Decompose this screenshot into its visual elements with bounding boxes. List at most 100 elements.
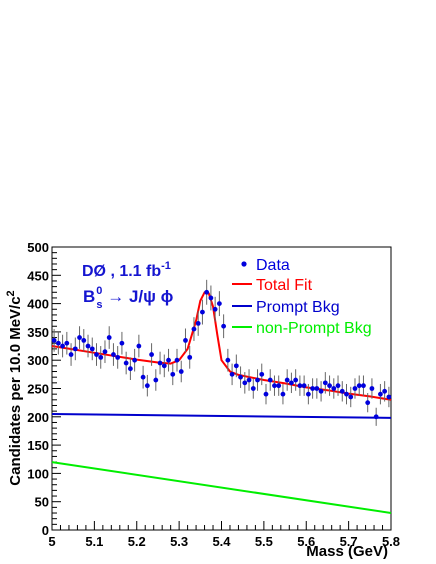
data-point <box>365 400 371 406</box>
data-point <box>68 352 74 357</box>
data-point <box>123 360 129 366</box>
data-point <box>115 354 121 360</box>
y-axis-title-sup: 2 <box>5 290 17 296</box>
x-tick-label: 5.5 <box>255 534 273 549</box>
data-point <box>335 383 341 389</box>
data-point <box>178 369 184 374</box>
data-point <box>238 374 243 380</box>
experiment-label: DØ , 1.1 fb-1 <box>82 260 171 280</box>
legend: Data Total Fit Prompt Bkg non-Prompt Bkg <box>232 257 372 337</box>
data-point <box>127 366 133 372</box>
x-tick-label: 5.3 <box>170 534 188 549</box>
data-point <box>200 309 205 315</box>
data-point <box>166 357 171 363</box>
data-point <box>60 343 65 349</box>
y-tick-label: 400 <box>27 297 49 312</box>
data-point <box>229 371 235 377</box>
data-point <box>272 383 277 389</box>
data-point <box>102 349 108 355</box>
data-point <box>233 363 239 369</box>
decay-label: B0 s → J/ψ ϕ <box>83 285 174 311</box>
data-point <box>111 352 116 357</box>
data-point <box>157 360 163 366</box>
data-point <box>361 383 366 389</box>
data-point <box>242 380 248 386</box>
data-point <box>246 377 252 383</box>
data-point <box>81 337 87 343</box>
y-tick-label: 50 <box>35 495 49 510</box>
data-point <box>140 374 146 380</box>
data-point <box>263 391 269 397</box>
legend-label-total-fit: Total Fit <box>256 277 313 294</box>
y-axis-ticks: 0 50 100 150 200 250 300 350 400 450 500 <box>27 240 61 538</box>
data-point <box>195 321 201 326</box>
data-point <box>212 306 218 312</box>
x-tick-label: 5.6 <box>297 534 315 549</box>
data-point <box>284 377 290 383</box>
data-point <box>293 377 299 383</box>
data-point <box>132 357 138 363</box>
y-axis-title-main: Candidates per 10.0 MeV/c <box>7 296 24 485</box>
data-point <box>77 335 82 340</box>
legend-marker-data <box>241 261 247 267</box>
series-line-non-prompt-bkg <box>51 461 392 514</box>
data-point <box>255 377 260 383</box>
data-point <box>174 357 180 363</box>
data-point <box>386 394 392 400</box>
decay-label-main: B <box>83 287 95 306</box>
series-line-prompt-bkg <box>51 413 392 419</box>
data-point <box>161 363 167 369</box>
data-point <box>348 394 354 400</box>
legend-label-prompt-bkg: Prompt Bkg <box>256 299 340 316</box>
x-axis-title: Mass (GeV) <box>306 543 388 560</box>
data-point <box>310 386 316 391</box>
y-tick-label: 200 <box>27 410 49 425</box>
experiment-label-main: DØ , 1.1 fb <box>82 263 161 280</box>
legend-label-data: Data <box>256 257 290 274</box>
data-point <box>267 377 273 383</box>
data-point <box>339 388 345 394</box>
data-point <box>187 354 193 360</box>
data-point <box>170 371 176 377</box>
decay-label-arrow: → J/ψ ϕ <box>103 287 174 306</box>
y-tick-label: 300 <box>27 353 49 368</box>
data-point <box>301 383 307 389</box>
data-point <box>98 354 104 360</box>
data-point <box>106 335 112 340</box>
data-point <box>136 343 142 349</box>
data-point <box>221 323 227 329</box>
data-point <box>191 326 197 332</box>
decay-label-sub: s <box>96 299 102 311</box>
data-point <box>369 386 375 391</box>
data-point <box>64 340 70 346</box>
data-points <box>51 279 392 426</box>
data-point <box>356 383 362 389</box>
y-tick-label: 450 <box>27 268 49 283</box>
data-point <box>352 386 358 391</box>
x-tick-label: 5.7 <box>340 534 358 549</box>
decay-label-sup: 0 <box>96 285 102 297</box>
data-point <box>318 388 324 394</box>
data-point <box>373 414 379 420</box>
data-point <box>89 346 95 352</box>
data-point <box>153 377 159 383</box>
data-point <box>276 383 282 389</box>
data-point <box>331 386 337 391</box>
data-point <box>297 383 303 389</box>
y-tick-label: 250 <box>27 382 49 397</box>
data-point <box>322 380 328 386</box>
series-line-total-fit <box>51 291 392 401</box>
data-point <box>72 346 78 352</box>
data-point <box>259 371 265 377</box>
data-point <box>149 352 154 357</box>
y-tick-label: 350 <box>27 325 49 340</box>
data-point <box>144 383 150 389</box>
data-point <box>183 337 188 343</box>
x-tick-label: 5.8 <box>382 534 400 549</box>
x-axis-ticks: 5 5.1 5.2 5.3 5.4 5.5 5.6 5.7 5.8 <box>48 521 400 549</box>
y-tick-label: 0 <box>42 523 49 538</box>
x-tick-label: 5 <box>48 534 55 549</box>
data-point <box>216 301 222 306</box>
data-point <box>314 386 320 391</box>
